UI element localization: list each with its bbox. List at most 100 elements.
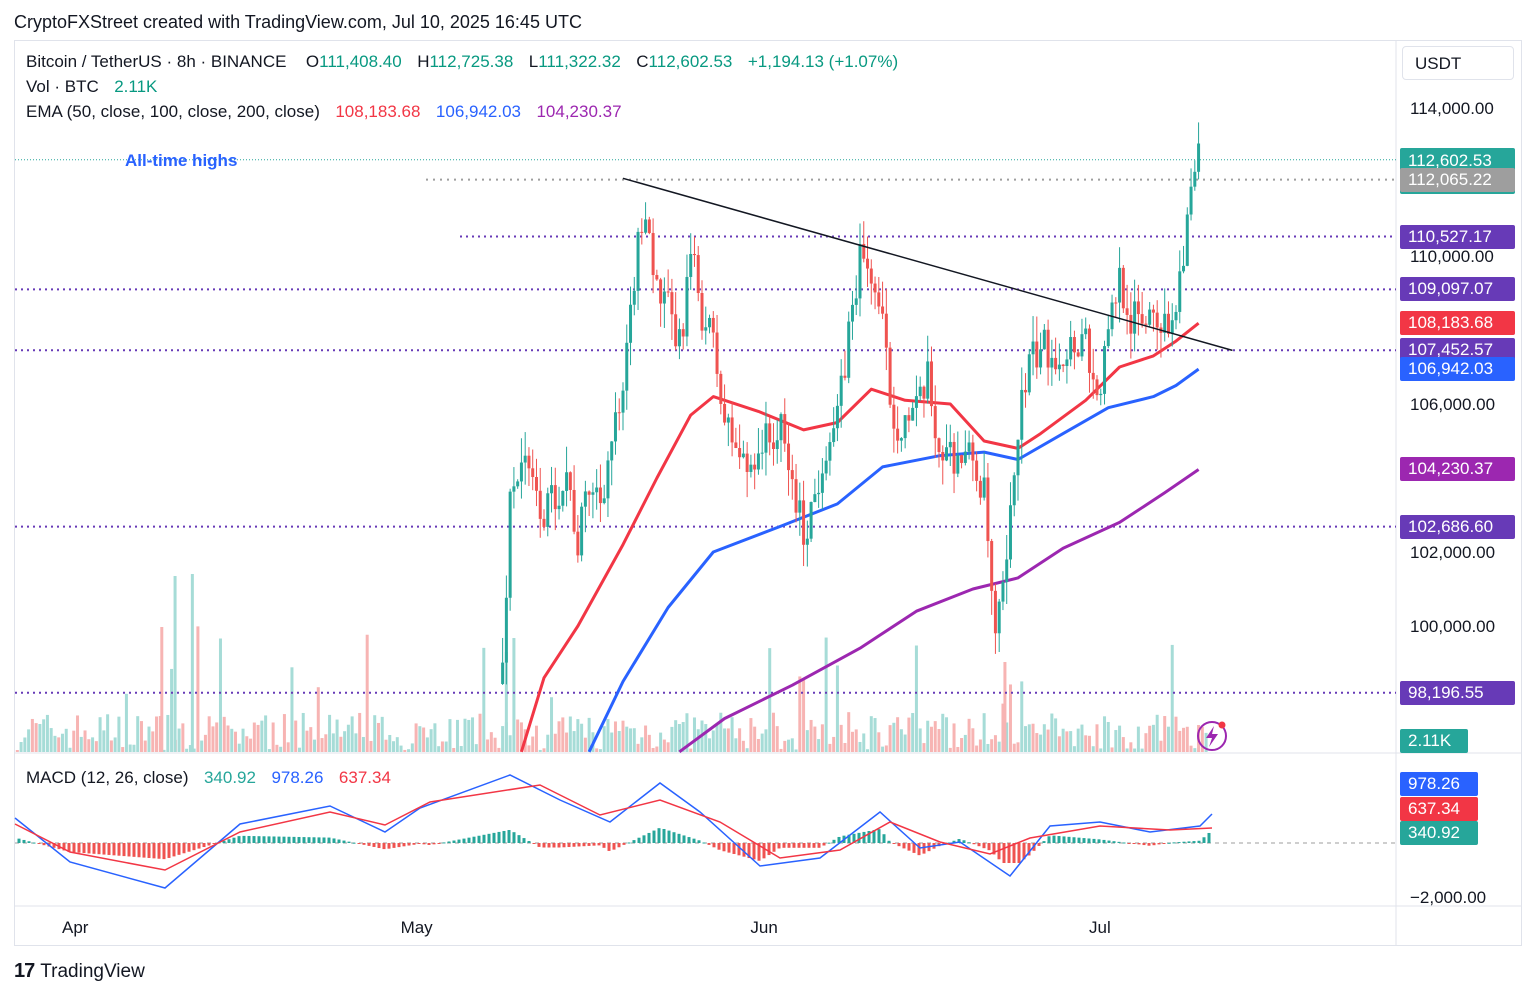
- macd-histogram-bar: [72, 843, 76, 853]
- macd-histogram-bar: [27, 841, 31, 843]
- volume-bar: [237, 743, 241, 752]
- volume-bar: [215, 722, 219, 752]
- volume-bar: [252, 722, 256, 752]
- macd-histogram-bar: [1082, 838, 1086, 843]
- macd-histogram-bar: [212, 843, 216, 844]
- volume-bar: [384, 739, 388, 752]
- candle-body: [787, 443, 791, 471]
- volume-bar: [440, 741, 444, 752]
- macd-histogram-bar: [52, 843, 56, 848]
- macd-histogram-bar: [77, 843, 81, 853]
- volume-bar: [696, 729, 700, 752]
- volume-bar: [331, 733, 335, 752]
- candle-body: [771, 442, 775, 450]
- ath-annotation: All-time highs: [125, 151, 238, 170]
- macd-histogram-bar: [542, 843, 546, 848]
- volume-bar: [1178, 730, 1182, 752]
- volume-bar: [418, 726, 422, 752]
- volume-bar: [892, 722, 896, 752]
- candle-body: [854, 298, 858, 305]
- volume-bar: [1140, 748, 1144, 752]
- volume-bar: [945, 717, 949, 752]
- volume-bar: [531, 736, 535, 752]
- candle-body: [749, 464, 753, 472]
- volume-bar: [403, 749, 407, 752]
- macd-histogram-bar: [697, 840, 701, 843]
- volume-bar: [580, 723, 584, 752]
- volume-bar: [249, 738, 253, 752]
- volume-bar: [1125, 748, 1129, 752]
- tradingview-brand: TradingView: [40, 960, 145, 982]
- candle-body: [986, 477, 990, 542]
- macd-histogram-bar: [147, 843, 151, 858]
- volume-bar: [689, 748, 693, 752]
- macd-histogram-bar: [102, 843, 106, 855]
- macd-histogram-bar: [1192, 841, 1196, 843]
- macd-histogram-bar: [527, 841, 531, 843]
- volume-bar: [835, 665, 839, 752]
- candle-body: [1016, 439, 1020, 476]
- candle-body: [501, 662, 505, 684]
- volume-bar: [598, 749, 602, 752]
- candle-body: [553, 485, 557, 510]
- candle-body: [866, 258, 870, 269]
- macd-histogram-bar: [192, 843, 196, 851]
- macd-histogram-bar: [272, 836, 276, 843]
- candle-body: [659, 279, 663, 304]
- macd-histogram-bar: [802, 843, 806, 848]
- candle-body: [1144, 323, 1148, 325]
- volume-bar: [256, 724, 260, 752]
- candle-body: [948, 441, 952, 448]
- candle-body: [550, 485, 554, 494]
- macd-histogram-bar: [982, 843, 986, 849]
- volume-bar: [896, 717, 900, 752]
- candle-body: [1039, 349, 1043, 368]
- volume-bar: [121, 747, 125, 752]
- macd-histogram-bar: [967, 842, 971, 844]
- volume-bar: [576, 719, 580, 752]
- volume-bar: [756, 738, 760, 752]
- macd-histogram-bar: [517, 835, 521, 843]
- candle-body: [1103, 346, 1107, 394]
- volume-bar: [87, 739, 91, 752]
- macd-histogram-bar: [1137, 843, 1141, 845]
- volume-bar: [57, 737, 61, 752]
- macd-histogram-bar: [987, 843, 991, 851]
- volume-bar: [982, 713, 986, 752]
- volume-bar: [1166, 726, 1170, 752]
- volume-bar: [260, 720, 264, 752]
- volume-bar: [30, 718, 34, 752]
- candle-body: [632, 290, 636, 305]
- macd-histogram-bar: [872, 830, 876, 843]
- volume-bar: [681, 722, 685, 752]
- volume-bar: [1035, 733, 1039, 752]
- volume-bar: [1001, 703, 1005, 752]
- macd-histogram-bar: [737, 843, 741, 856]
- volume-bar: [1031, 723, 1035, 752]
- candle-body: [1121, 267, 1125, 309]
- candle-body: [572, 489, 576, 532]
- candle-body: [1185, 214, 1189, 266]
- macd-label: MACD (12, 26, close): [26, 768, 189, 787]
- candle-body: [580, 506, 584, 556]
- volume-bar: [188, 745, 192, 752]
- candle-body: [1118, 267, 1122, 303]
- volume-bar: [655, 746, 659, 752]
- volume-bar: [1054, 718, 1058, 752]
- volume-bar: [354, 733, 358, 752]
- volume-bar: [753, 726, 757, 752]
- candle-body: [843, 375, 847, 378]
- price-tick-label: 110,000.00: [1410, 247, 1494, 266]
- tradingview-footer[interactable]: 17 TradingView: [14, 960, 145, 983]
- candle-body: [1178, 271, 1182, 312]
- volume-bar: [429, 729, 433, 752]
- macd-histogram-bar: [862, 831, 866, 843]
- macd-histogram-bar: [1167, 842, 1171, 844]
- macd-histogram-bar: [427, 843, 431, 845]
- volume-bar: [478, 713, 482, 752]
- volume-bar: [1200, 726, 1204, 752]
- volume-bar: [550, 697, 554, 752]
- currency-button[interactable]: USDT: [1402, 46, 1514, 80]
